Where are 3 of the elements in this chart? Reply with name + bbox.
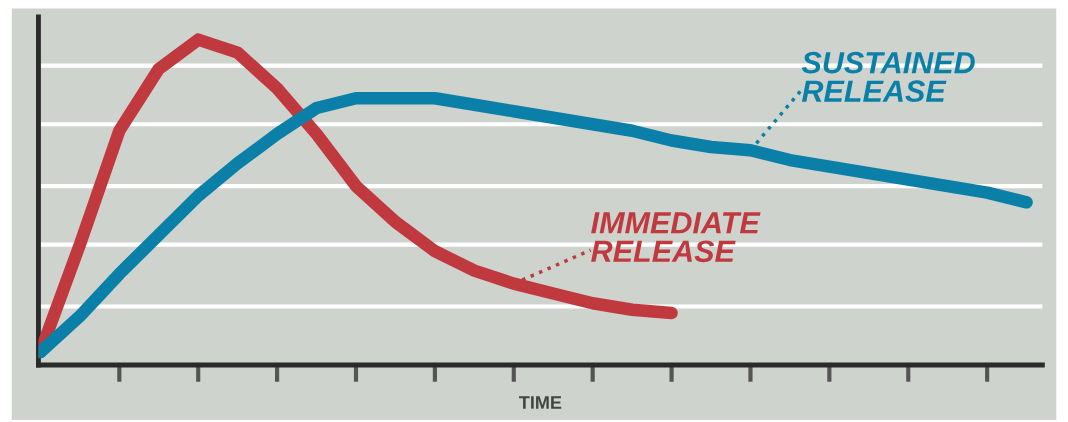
series-label: SUSTAINED RELEASE [801, 51, 975, 102]
x-axis-title: TIME [519, 396, 562, 409]
series-label: IMMEDIATE RELEASE [591, 212, 761, 263]
